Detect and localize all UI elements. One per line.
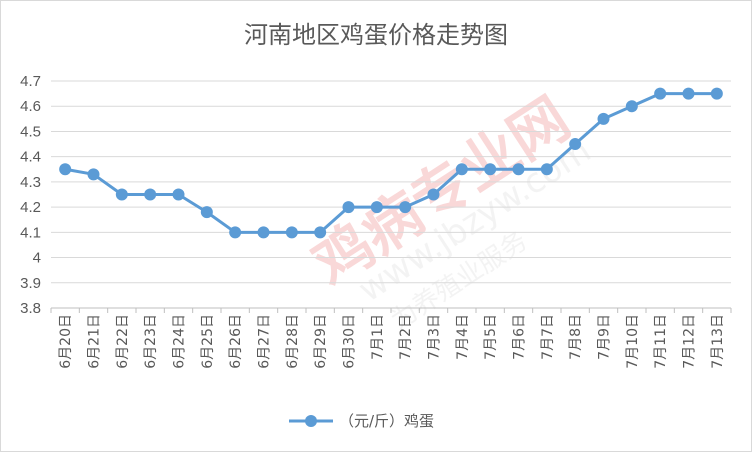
- chart-title: 河南地区鸡蛋价格走势图: [244, 21, 508, 49]
- data-point: [115, 188, 128, 201]
- x-tick-label: 7月1日: [370, 314, 386, 360]
- data-point: [455, 163, 468, 176]
- x-tick-label: 6月26日: [228, 314, 244, 369]
- data-point: [682, 87, 695, 100]
- x-tick-label: 6月23日: [143, 314, 159, 369]
- data-point: [597, 112, 610, 125]
- x-tick-label: 6月27日: [257, 314, 273, 369]
- x-tick-label: 6月22日: [115, 314, 131, 369]
- y-tick-label: 3.8: [20, 300, 41, 317]
- x-tick-label: 6月29日: [313, 314, 329, 369]
- y-tick-label: 4.6: [20, 98, 41, 115]
- data-point: [569, 138, 582, 151]
- y-tick-label: 4.5: [20, 123, 41, 140]
- x-tick-label: 7月10日: [625, 314, 641, 369]
- data-point: [172, 188, 185, 201]
- x-tick-label: 7月2日: [398, 314, 414, 360]
- x-tick-label: 6月21日: [87, 314, 103, 369]
- data-point: [257, 226, 270, 239]
- series-egg-price: [59, 87, 723, 239]
- x-tick-label: 7月13日: [710, 314, 726, 369]
- x-tick-label: 7月8日: [568, 314, 584, 360]
- x-tick-label: 7月6日: [512, 314, 528, 360]
- legend: （元/斤）鸡蛋: [289, 412, 434, 430]
- data-point: [512, 163, 525, 176]
- data-point: [144, 188, 157, 201]
- x-tick-label: 7月9日: [597, 314, 613, 360]
- y-tick-label: 4: [33, 250, 41, 267]
- y-tick-label: 3.9: [20, 275, 41, 292]
- data-point: [625, 100, 638, 113]
- y-axis-ticks: 3.8 3.9 4 4.1 4.2 4.3 4.4 4.5 4.6 4.7: [20, 73, 41, 317]
- x-tick-label: 7月4日: [455, 314, 471, 360]
- data-point: [710, 87, 723, 100]
- data-point: [314, 226, 327, 239]
- data-point: [229, 226, 242, 239]
- data-point: [540, 163, 553, 176]
- data-point: [427, 188, 440, 201]
- data-point: [399, 201, 412, 214]
- x-tick-label: 7月7日: [540, 314, 556, 360]
- data-point: [200, 206, 213, 219]
- y-tick-label: 4.7: [20, 73, 41, 90]
- x-tick-label: 6月20日: [58, 314, 74, 369]
- x-tick-label: 6月25日: [200, 314, 216, 369]
- x-tick-label: 7月3日: [427, 314, 443, 360]
- legend-marker: [305, 415, 317, 427]
- data-point: [59, 163, 72, 176]
- x-axis: [50, 307, 732, 313]
- x-tick-label: 7月5日: [483, 314, 499, 360]
- x-tick-label: 7月11日: [653, 314, 669, 369]
- y-tick-label: 4.3: [20, 174, 41, 191]
- x-tick-label: 6月24日: [172, 314, 188, 369]
- data-point: [285, 226, 298, 239]
- legend-label: （元/斤）鸡蛋: [339, 412, 434, 430]
- y-tick-label: 4.4: [20, 149, 41, 166]
- x-axis-ticks: 6月20日 6月21日 6月22日 6月23日 6月24日 6月25日 6月26日 6月27日…: [58, 314, 726, 369]
- y-tick-label: 4.1: [20, 224, 41, 241]
- x-tick-label: 6月28日: [285, 314, 301, 369]
- data-point: [484, 163, 497, 176]
- x-tick-label: 6月30日: [342, 314, 358, 369]
- data-point: [87, 168, 100, 181]
- data-point: [342, 201, 355, 214]
- data-point: [654, 87, 667, 100]
- y-tick-label: 4.2: [20, 199, 41, 216]
- x-tick-label: 7月12日: [682, 314, 698, 369]
- data-point: [370, 201, 383, 214]
